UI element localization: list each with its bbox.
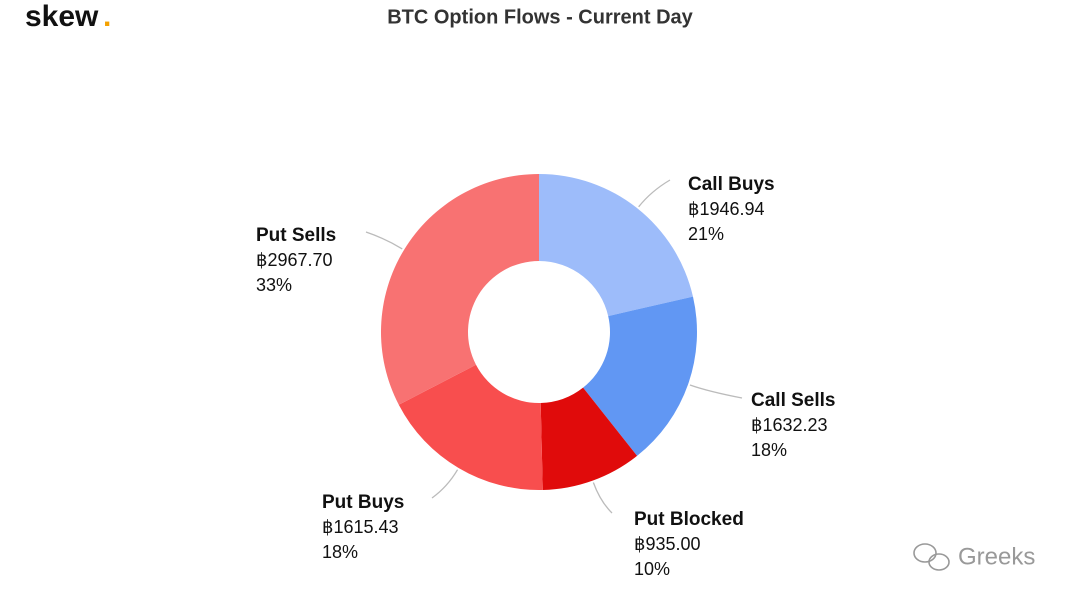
connector (431, 469, 459, 499)
connector (365, 231, 403, 250)
connector (592, 482, 613, 514)
value-label: ฿2967.70 (256, 250, 333, 270)
value-label: ฿935.00 (634, 534, 701, 554)
connector (638, 179, 671, 208)
value-label: ฿1946.94 (688, 199, 765, 219)
percent-label: 33% (256, 275, 292, 295)
watermark-icon (913, 543, 950, 571)
slice-label: Put Sells (256, 225, 336, 246)
slice (381, 174, 539, 405)
connector (689, 384, 743, 399)
slice (540, 387, 638, 490)
chart-title: BTC Option Flows - Current Day (387, 6, 693, 28)
logo-dot: . (103, 0, 111, 33)
slice-label: Call Buys (688, 174, 775, 195)
slice-label: Put Buys (322, 492, 404, 513)
percent-label: 10% (634, 559, 670, 579)
slice-label: Call Sells (751, 390, 836, 411)
slice-label: Put Blocked (634, 509, 744, 530)
watermark: Greeks (958, 543, 1035, 570)
value-label: ฿1632.23 (751, 415, 828, 435)
percent-label: 18% (322, 542, 358, 562)
slice (539, 174, 693, 317)
percent-label: 21% (688, 224, 724, 244)
percent-label: 18% (751, 440, 787, 460)
slice (583, 296, 697, 456)
value-label: ฿1615.43 (322, 517, 399, 537)
slice (398, 364, 543, 491)
logo: skew (25, 0, 99, 33)
